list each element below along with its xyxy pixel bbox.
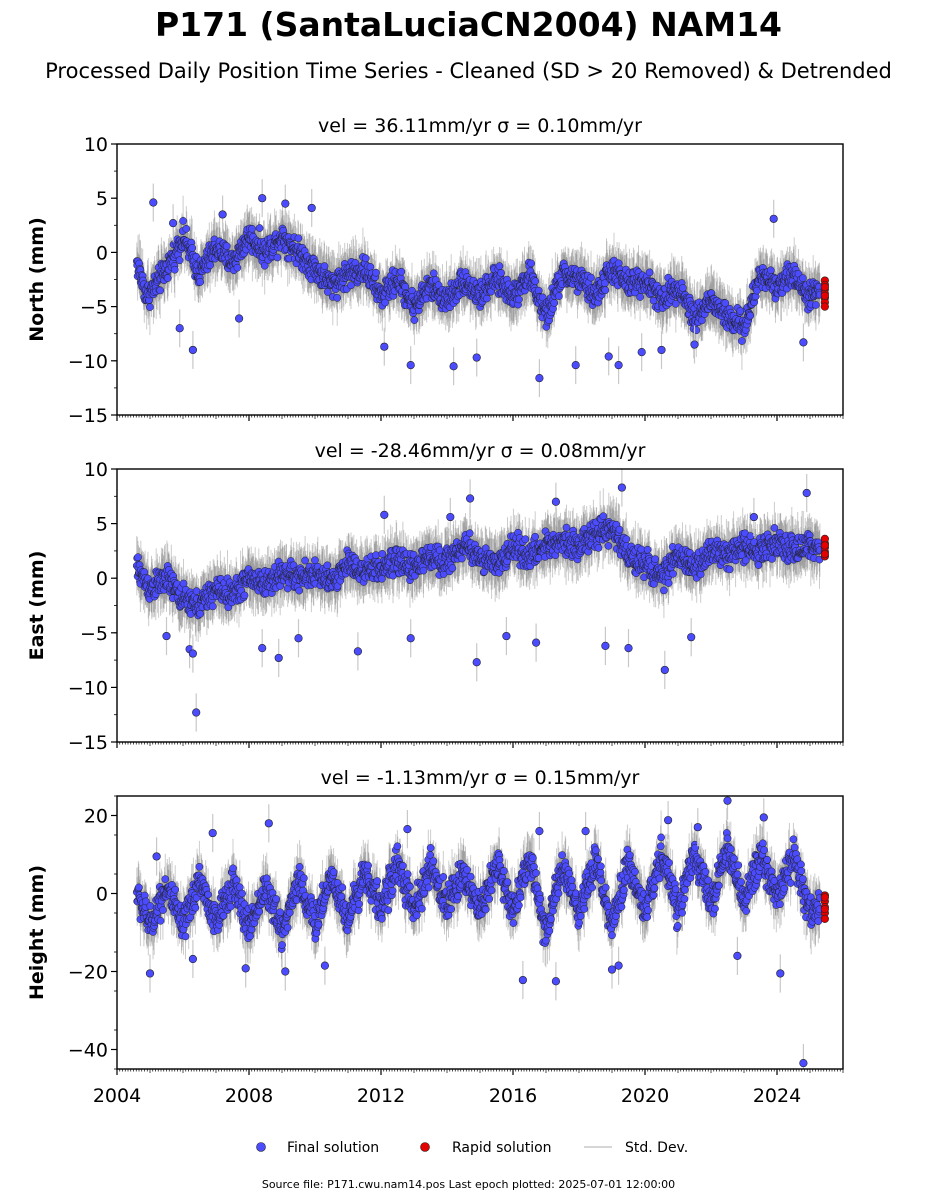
outlier-point: [380, 342, 389, 351]
outlier-points: [149, 179, 808, 398]
final-solution-point: [175, 256, 184, 265]
outlier-point: [769, 214, 778, 223]
outlier-point: [637, 348, 646, 357]
outlier-point: [258, 194, 267, 203]
final-solution-point: [381, 298, 389, 307]
outlier-point: [799, 338, 808, 347]
outlier-point: [218, 210, 227, 219]
final-solution-point: [601, 286, 610, 295]
final-solution-point: [812, 301, 820, 309]
final-solution-point: [163, 274, 172, 282]
final-solution-point: [799, 274, 807, 282]
final-solution-point: [273, 253, 282, 262]
final-solution-point: [222, 242, 231, 250]
y-axis-label: North (mm): [26, 217, 48, 342]
final-solution-point: [347, 281, 355, 290]
final-solution-point: [645, 268, 654, 277]
y-tick-label: 5: [96, 188, 108, 210]
outlier-point: [614, 361, 623, 370]
y-tick-label: 0: [96, 242, 108, 264]
final-solution-point: [248, 224, 256, 233]
outlier-point: [657, 345, 666, 355]
final-solution-point: [188, 244, 197, 252]
final-solution-point: [515, 295, 523, 304]
final-solution-point: [636, 293, 644, 301]
outlier-point: [188, 345, 197, 355]
outlier-point: [281, 199, 290, 208]
final-solution-point: [587, 273, 595, 282]
y-tick-label: −5: [80, 297, 108, 319]
final-solution-point: [527, 259, 536, 268]
outlier-point: [406, 361, 415, 370]
panel-north: −15 −10 −5 0 5 10 vel = 36.11mm/yr σ = 0.10mm/…: [26, 115, 844, 427]
final-solution-point: [429, 269, 438, 278]
final-solution-point: [156, 286, 165, 295]
outlier-point: [604, 352, 613, 361]
y-tick-label: −10: [68, 351, 108, 373]
final-solution-point: [497, 269, 505, 277]
outlier-point: [169, 219, 178, 228]
final-solution-point: [196, 278, 205, 286]
final-solution-point: [410, 316, 419, 324]
final-solution-point: [372, 268, 380, 277]
figure-title: P171 (SantaLuciaCN2004) NAM14: [155, 5, 782, 44]
final-solution-point: [323, 288, 332, 296]
final-solution-point: [746, 311, 755, 320]
final-solution-point: [320, 262, 329, 270]
outlier-point: [175, 324, 184, 333]
outlier-point: [235, 314, 244, 323]
final-solution-point: [361, 254, 370, 263]
outlier-point: [571, 361, 580, 370]
rapid-solution-points: [820, 276, 829, 311]
final-solution-point: [555, 292, 563, 300]
outlier-point: [449, 362, 458, 371]
outlier-point: [535, 374, 544, 383]
final-solution-point: [679, 284, 687, 292]
final-solution-point: [766, 266, 775, 275]
final-solution-point: [483, 294, 491, 303]
final-solution-point: [721, 299, 730, 307]
final-solution-point: [550, 299, 559, 307]
final-solution-point: [333, 294, 342, 302]
final-solution-point: [531, 277, 540, 286]
final-solution-point: [401, 282, 410, 291]
final-solution-point: [233, 263, 242, 272]
rapid-solution-point: [820, 291, 829, 300]
final-solution-point: [366, 263, 375, 271]
final-solution-point: [671, 299, 680, 308]
rapid-solution-point: [820, 302, 829, 311]
outlier-point: [149, 198, 158, 207]
final-solution-points: [132, 217, 824, 345]
final-solution-point: [179, 217, 187, 225]
plot-area-east: [132, 469, 829, 732]
final-solution-point: [692, 326, 701, 335]
panels: −15 −10 −5 0 5 10 vel = 36.11mm/yr σ = 0.10mm/…: [26, 115, 844, 1107]
final-solution-point: [495, 262, 504, 270]
y-tick-label: 10: [84, 134, 108, 156]
outlier-point: [307, 203, 316, 213]
outlier-point: [690, 340, 699, 349]
final-solution-point: [206, 261, 214, 270]
final-solution-point: [753, 286, 761, 295]
final-solution-point: [170, 265, 179, 274]
y-tick-label: −15: [68, 405, 108, 427]
final-solution-point: [255, 224, 264, 232]
final-solution-point: [738, 337, 746, 345]
plot-area-north: [132, 179, 829, 398]
final-solution-point: [397, 267, 406, 276]
rapid-solution-point: [820, 282, 829, 292]
panel-title: vel = 36.11mm/yr σ = 0.10mm/yr: [318, 115, 642, 137]
final-solution-point: [146, 303, 154, 311]
final-solution-point: [260, 261, 269, 270]
outlier-point: [472, 353, 481, 362]
final-solution-point: [294, 234, 303, 243]
final-solution-point: [736, 307, 745, 315]
figure-subtitle: Processed Daily Position Time Series - C…: [45, 59, 892, 83]
final-solution-point: [182, 224, 191, 233]
